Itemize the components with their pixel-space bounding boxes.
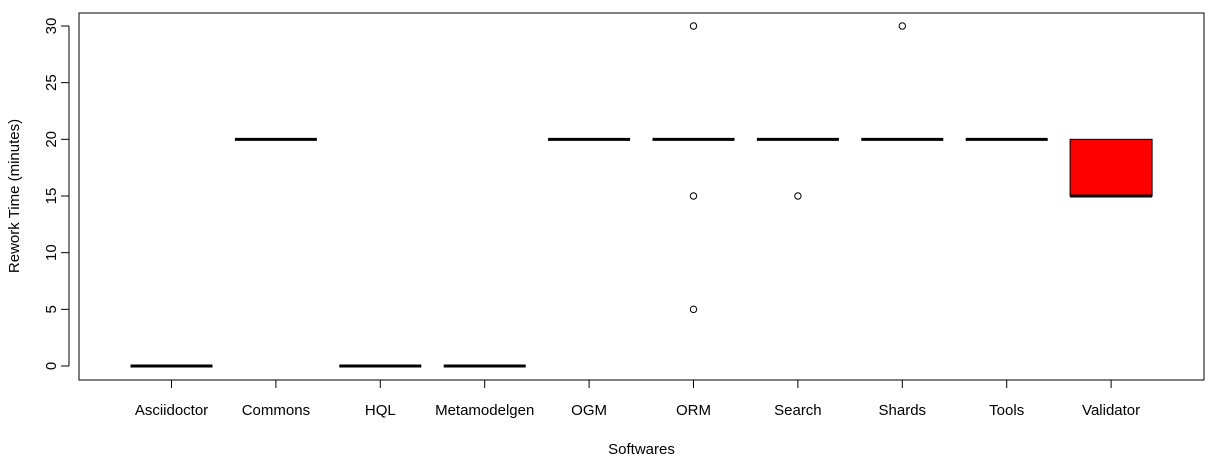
- x-tick-label: HQL: [365, 402, 396, 419]
- x-tick-label: Search: [774, 402, 822, 419]
- y-tick-label: 25: [43, 74, 60, 91]
- y-axis-title: Rework Time (minutes): [6, 119, 23, 273]
- x-tick-label: ORM: [676, 402, 711, 419]
- box-body: [1069, 138, 1153, 197]
- x-tick-label: Asciidoctor: [135, 402, 208, 419]
- x-tick-label: Metamodelgen: [435, 402, 534, 419]
- boxes: [130, 22, 1153, 368]
- outlier-point: [794, 192, 802, 200]
- y-tick-label: 20: [43, 131, 60, 148]
- y-axis: 0 5 10 15 20 25 30: [43, 18, 70, 370]
- x-tick-label: Tools: [989, 402, 1024, 419]
- box-orm: [652, 22, 735, 314]
- outlier-point: [689, 192, 698, 200]
- y-tick-label: 10: [43, 244, 60, 261]
- x-axis-title: Softwares: [608, 441, 675, 458]
- outlier-point: [689, 22, 698, 30]
- box-validator: [1069, 138, 1153, 198]
- outlier-point: [689, 305, 698, 314]
- y-tick-label: 5: [43, 305, 60, 313]
- plot-frame: [78, 12, 1205, 381]
- box-search: [756, 137, 839, 200]
- y-tick-label: 15: [43, 188, 60, 205]
- y-tick-label: 30: [43, 18, 60, 35]
- x-axis: Asciidoctor Commons HQL Metamodelgen OGM ORM S…: [135, 379, 1140, 419]
- x-tick-label: Commons: [242, 402, 310, 419]
- x-tick-label: Validator: [1082, 402, 1140, 419]
- y-tick-label: 0: [43, 362, 60, 370]
- box-shards: [861, 22, 944, 141]
- outlier-point: [898, 22, 906, 30]
- x-tick-label: OGM: [571, 402, 607, 419]
- x-tick-label: Shards: [879, 402, 927, 419]
